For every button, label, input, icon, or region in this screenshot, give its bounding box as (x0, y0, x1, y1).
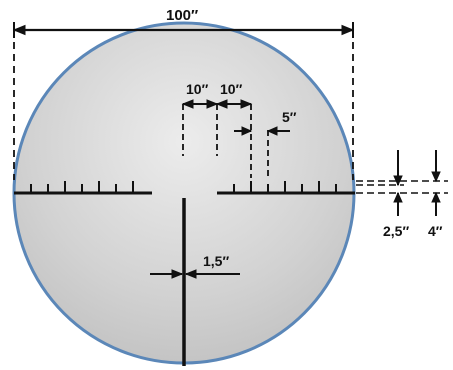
reticle-horizontal-left (14, 181, 152, 195)
label-total-width: 100″ (166, 7, 198, 24)
reticle-horizontal-right (217, 181, 355, 195)
label-major-tick-height: 4″ (428, 223, 443, 239)
dimension-total-width (12, 22, 355, 180)
label-minor-tick-height: 2,5″ (383, 223, 409, 239)
label-gap-left: 10″ (186, 81, 209, 97)
dimension-gap-lines (181, 99, 253, 178)
label-line-thickness: 1,5″ (203, 253, 229, 269)
label-gap-right: 10″ (220, 81, 243, 97)
dimension-line-thickness (150, 269, 240, 279)
dimension-tick-heights (356, 150, 448, 216)
label-tick-spacing: 5″ (282, 109, 297, 125)
dimension-tick-spacing (234, 126, 290, 180)
